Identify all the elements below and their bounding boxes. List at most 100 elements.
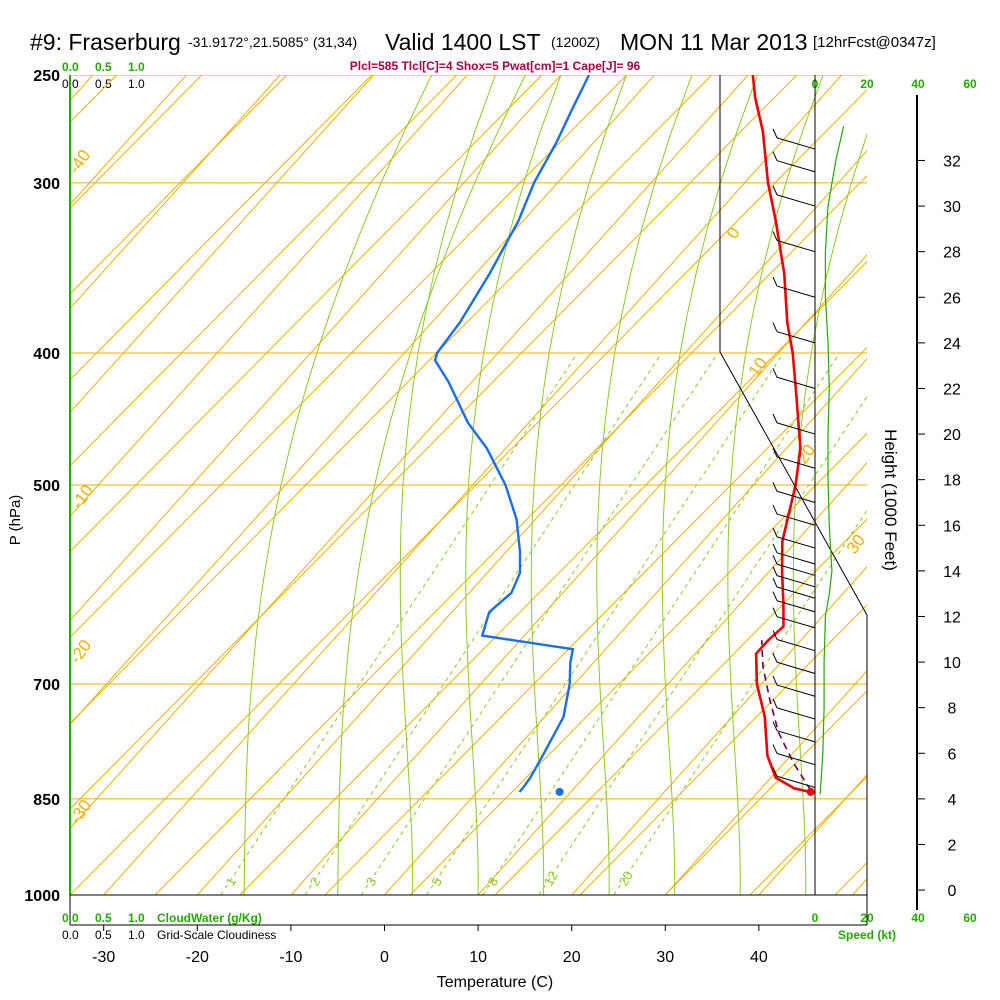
isotherm	[664, 670, 867, 895]
wind-barb	[776, 285, 816, 298]
height-tick-label: 2	[948, 837, 957, 854]
wind-barb-flag	[772, 482, 778, 492]
wind-barb-flag	[772, 767, 778, 777]
x-tick-label: 40	[750, 949, 768, 966]
moist-adiabat	[661, 75, 758, 895]
speed-top-tick: 40	[911, 77, 925, 91]
pressure-tick-label: 500	[33, 478, 60, 495]
isotherm-label: 0	[723, 224, 744, 243]
pressure-tick-label: 400	[33, 346, 60, 363]
speed-bottom-tick: 60	[963, 911, 977, 925]
temperature-trace	[751, 75, 810, 794]
wind-barb	[776, 331, 816, 344]
dry-adiabat	[579, 604, 867, 895]
speed-top-tick: 20	[860, 77, 874, 91]
station-title: #9: Fraserburg	[30, 29, 181, 55]
parcel-trace	[760, 640, 812, 791]
height-tick-label: 26	[943, 290, 961, 307]
wind-barb-flag	[772, 504, 778, 515]
moist-adiabat	[337, 75, 526, 895]
station-coords: -31.9172°,21.5085° (31,34)	[188, 34, 357, 50]
isotherm-label: 10	[745, 354, 771, 380]
wind-barb	[776, 536, 816, 549]
speed-bottom-scale: 0 20 40 60 Speed (kt)	[812, 911, 977, 942]
height-tick-label: 12	[943, 609, 961, 626]
speed-top-tick: 60	[963, 77, 977, 91]
y2-axis-label: Height (1000 Feet)	[881, 429, 900, 571]
cloudiness-top-scale: 0.0 0.5 1.0	[62, 77, 145, 91]
x-tick-label: -10	[279, 949, 302, 966]
wind-barb	[776, 513, 816, 526]
wind-barb	[776, 456, 816, 469]
height-tick-label: 8	[948, 701, 957, 718]
y-axis-label: P (hPa)	[7, 495, 24, 546]
wind-barb-flag	[772, 653, 778, 663]
cloudiness-bottom-scale: 0.0 0.5 1.0 Grid-Scale Cloudiness	[62, 928, 276, 942]
wind-barb-flag	[772, 555, 778, 565]
mixing-ratio-line	[304, 352, 663, 895]
wind-barb	[776, 490, 816, 503]
forecast-run: [12hrFcst@0347z]	[813, 34, 936, 51]
cloudiness-top-tick: 1.0	[128, 77, 145, 91]
pressure-tick-label: 850	[33, 792, 60, 809]
wind-barb	[776, 730, 816, 743]
wind-barb	[776, 194, 816, 207]
wind-barb	[776, 376, 816, 389]
wind-barb-flag	[772, 231, 778, 241]
moist-adiabat	[596, 75, 693, 895]
x-tick-label: 30	[656, 949, 674, 966]
dry-adiabat	[494, 518, 867, 895]
height-tick-label: 6	[948, 746, 957, 763]
wind-barb-flag	[772, 322, 778, 332]
wind-barb	[776, 638, 816, 652]
wind-barb-flag	[772, 698, 778, 709]
moist-adiabat	[530, 75, 627, 895]
wind-barb-flag	[772, 543, 778, 554]
wind-barb-flag	[772, 630, 778, 640]
wind-barb-flag	[772, 151, 778, 161]
pressure-tick-label: 1000	[24, 888, 60, 905]
wind-panel	[719, 75, 868, 895]
cloudiness-top-tick: 0.5	[95, 77, 112, 91]
cloudiness-bottom-tick: 1.0	[128, 928, 145, 942]
height-tick-label: 4	[948, 792, 957, 809]
isotherm	[70, 75, 281, 310]
x-tick-label: 10	[469, 949, 487, 966]
wind-barb-flag	[772, 607, 778, 617]
dry-adiabat	[70, 75, 458, 467]
speed-bottom-tick: 0	[812, 911, 819, 925]
cloudwater-top-tick: 0.0	[62, 60, 79, 74]
wind-barb-flag	[772, 721, 778, 731]
wind-barb-flag	[772, 744, 778, 754]
speed-top-scale: 0 20 40 60	[812, 77, 977, 91]
height-tick-label: 18	[943, 473, 961, 490]
height-tick-label: 32	[943, 153, 961, 170]
cloudwater-top-scale: 0.0 0.5 1.0	[62, 60, 145, 74]
pressure-tick-label: 250	[33, 68, 60, 85]
moist-adiabat	[399, 75, 496, 895]
indices-line: Plcl=585 Tlcl[C]=4 Shox=5 Pwat[cm]=1 Cap…	[350, 59, 641, 73]
mixing-ratio-line	[360, 352, 719, 895]
cloudwater-bottom-scale: 0.0 0.5 1.0 CloudWater (g/Kg)	[62, 911, 262, 925]
pressure-tick-label: 700	[33, 677, 60, 694]
height-tick-label: 30	[943, 199, 961, 216]
isotherm-label: -10	[68, 481, 98, 512]
height-tick-label: 10	[943, 655, 961, 672]
wind-barb	[776, 775, 816, 788]
wind-panel-boundary	[719, 75, 868, 895]
wind-barb	[776, 575, 816, 588]
cloudwater-top-tick: 1.0	[128, 60, 145, 74]
dry-adiabat	[0, 75, 32, 895]
wind-barb	[776, 563, 816, 576]
height-tick-label: 16	[943, 518, 961, 535]
isotherm	[571, 566, 867, 895]
surface-temperature-dot	[806, 787, 815, 796]
wind-barb-flag	[772, 566, 778, 576]
speed-bottom-tick: 20	[860, 911, 874, 925]
moist-adiabat	[792, 132, 867, 895]
wind-barb	[776, 661, 816, 674]
wind-barb	[776, 600, 816, 613]
isotherm	[852, 878, 867, 895]
wind-speed-profile	[819, 126, 845, 795]
